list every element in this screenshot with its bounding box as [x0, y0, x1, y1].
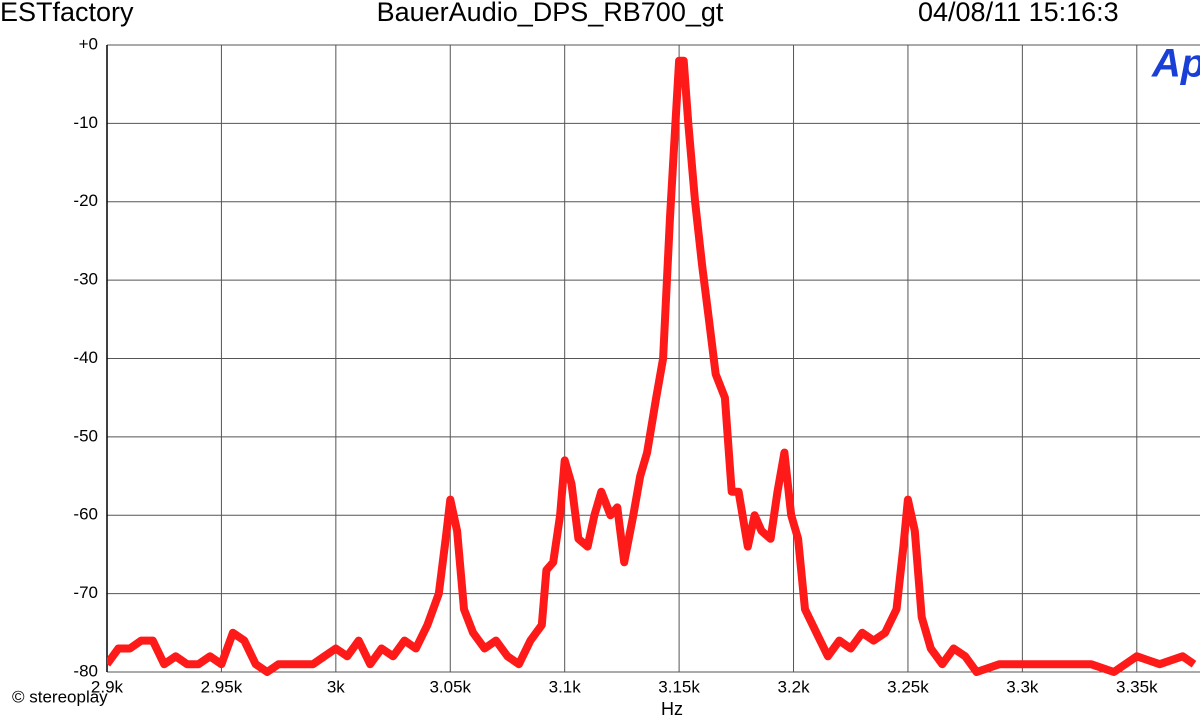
- spectrum-line: [107, 56, 1197, 676]
- x-tick-label: 3.25k: [887, 677, 929, 696]
- header-right: 04/08/11 15:16:3: [918, 0, 1119, 27]
- x-tick-label: 3.15k: [658, 677, 700, 696]
- y-tick-label: -30: [73, 270, 98, 289]
- y-tick-label: -60: [73, 505, 98, 524]
- y-tick-label: -10: [73, 113, 98, 132]
- x-tick-label: 3.3k: [1006, 677, 1039, 696]
- x-axis-label: Hz: [661, 699, 683, 719]
- x-tick-label: 3.35k: [1116, 677, 1158, 696]
- y-tick-label: +0: [79, 34, 98, 53]
- x-tick-label: 3k: [327, 677, 345, 696]
- copyright: © stereoplay: [12, 687, 108, 706]
- x-tick-label: 3.05k: [429, 677, 471, 696]
- x-tick-label: 2.9k: [91, 677, 124, 696]
- plot-area: [106, 44, 1200, 673]
- y-tick-label: -70: [73, 583, 98, 602]
- chart-title: BauerAudio_DPS_RB700_gt: [377, 0, 724, 27]
- x-tick-label: 3.2k: [777, 677, 810, 696]
- y-tick-label: -40: [73, 348, 98, 367]
- y-tick-label: -80: [73, 661, 98, 680]
- logo: Ap: [1151, 42, 1200, 86]
- y-tick-label: -20: [73, 191, 98, 210]
- x-tick-label: 2.95k: [201, 677, 243, 696]
- x-tick-label: 3.1k: [549, 677, 582, 696]
- y-tick-label: -50: [73, 426, 98, 445]
- header-left: ESTfactory: [0, 0, 134, 27]
